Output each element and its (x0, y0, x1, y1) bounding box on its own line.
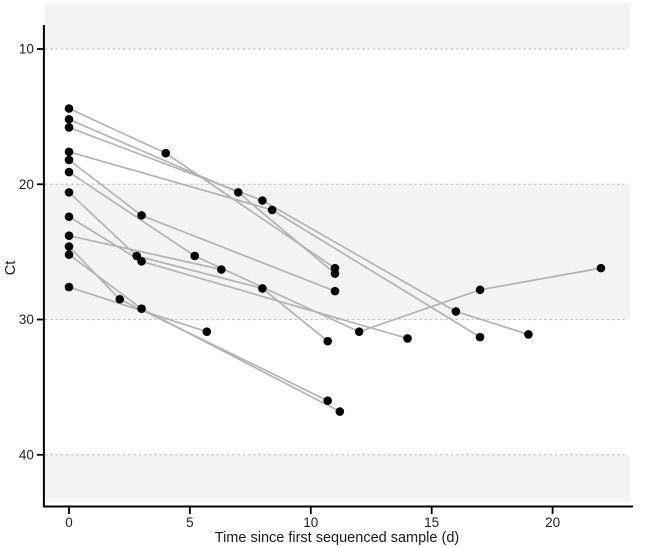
data-point-patient-02 (233, 188, 243, 197)
data-point-patient-06 (190, 251, 200, 261)
x-tick-label-5: 5 (186, 515, 194, 530)
data-point-patient-08 (137, 257, 146, 266)
data-point-patient-09 (64, 231, 74, 240)
data-point-patient-02 (64, 115, 74, 124)
data-point-patient-06 (596, 263, 606, 273)
data-point-patient-03 (258, 196, 267, 205)
x-tick-label-10: 10 (303, 515, 318, 530)
data-point-patient-01 (64, 104, 74, 113)
data-point-patient-04 (267, 205, 277, 215)
shaded-band (44, 454, 630, 502)
data-point-patient-01 (161, 148, 171, 158)
axes-layer: 0 5 10 15 20 10 20 30 40 (19, 25, 633, 530)
data-point-patient-03 (524, 330, 533, 339)
trajectory-line-patient-09 (68, 234, 222, 271)
data-point-patient-07 (258, 284, 267, 293)
y-tick-label-40: 40 (19, 447, 34, 462)
y-axis-title: Ct (3, 261, 19, 276)
data-point-patient-10 (64, 242, 74, 251)
data-point-patient-05 (330, 286, 340, 296)
x-tick-label-15: 15 (424, 515, 439, 530)
data-point-patient-08 (64, 212, 74, 222)
data-point-patient-11 (335, 407, 345, 416)
data-point-patient-09 (217, 265, 226, 274)
x-tick-label-20: 20 (545, 515, 560, 530)
data-point-patient-04 (475, 332, 485, 342)
trajectory-lines-layer (68, 107, 602, 413)
data-point-patient-06 (354, 327, 364, 337)
data-point-patient-10 (323, 396, 333, 406)
data-point-patient-11 (137, 304, 146, 314)
data-point-patient-10 (115, 294, 125, 304)
data-points-layer (64, 104, 606, 416)
gridlines-layer (44, 48, 628, 456)
x-tick-label-0: 0 (65, 515, 73, 530)
data-point-patient-03 (451, 307, 461, 316)
data-point-patient-04 (64, 147, 74, 157)
data-point-patient-11 (64, 250, 74, 259)
trajectory-line-patient-07 (68, 191, 329, 342)
data-point-patient-05 (137, 211, 146, 220)
data-point-patient-07 (323, 336, 333, 346)
data-point-patient-02 (330, 269, 340, 278)
x-axis-title: Time since first sequenced sample (d) (215, 530, 459, 546)
data-point-patient-05 (64, 155, 74, 165)
data-point-patient-12 (64, 282, 74, 292)
data-point-patient-07 (64, 188, 74, 197)
shaded-bands-layer (44, 3, 630, 502)
y-tick-label-10: 10 (19, 42, 34, 57)
data-point-patient-08 (403, 334, 412, 343)
data-point-patient-06 (64, 167, 74, 177)
y-tick-label-20: 20 (19, 177, 34, 192)
y-tick-label-30: 30 (19, 312, 34, 327)
trajectory-line-patient-03 (68, 126, 529, 336)
shaded-band (44, 3, 630, 49)
data-point-patient-12 (202, 327, 212, 337)
data-point-patient-06 (475, 285, 485, 295)
data-point-patient-03 (64, 123, 74, 132)
